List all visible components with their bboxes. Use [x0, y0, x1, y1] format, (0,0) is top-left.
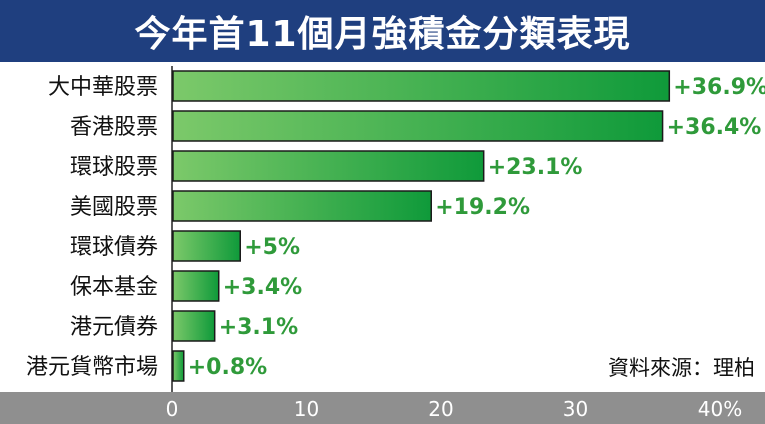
value-label: +0.8% [188, 355, 267, 380]
value-label: +36.9% [673, 75, 765, 100]
x-tick-label: 30 [563, 397, 588, 421]
category-label: 大中華股票 [48, 75, 158, 100]
x-tick-label: 40% [698, 397, 742, 421]
bar [172, 230, 241, 262]
category-label: 環球債券 [70, 235, 158, 260]
bar [172, 150, 485, 182]
bar [172, 190, 432, 222]
category-label: 環球股票 [70, 155, 158, 180]
bar [172, 110, 664, 142]
category-label: 港元貨幣市場 [26, 355, 158, 380]
bar [172, 310, 216, 342]
category-label: 港元債券 [70, 315, 158, 340]
value-label: +3.4% [223, 275, 302, 300]
x-tick-label: 0 [166, 397, 179, 421]
bar [172, 350, 185, 382]
category-label: 美國股票 [70, 195, 158, 220]
x-axis-band [0, 392, 765, 424]
title-bar: 今年首11個月強積金分類表現 [0, 0, 765, 62]
value-label: +3.1% [219, 315, 298, 340]
bars-group: 大中華股票 +36.9% 香港股票 +36.4% 環球股票 +23.1% 美國股票 +19.2… [26, 70, 765, 382]
value-label: +5% [244, 235, 300, 260]
chart-title: 今年首11個月強積金分類表現 [134, 14, 631, 55]
bar [172, 270, 220, 302]
value-label: +36.4% [667, 115, 762, 140]
bar [172, 70, 671, 102]
bar-chart: 大中華股票 +36.9% 香港股票 +36.4% 環球股票 +23.1% 美國股票 +19.2… [0, 66, 765, 424]
x-ticks-group: 0 10 20 30 40% [166, 397, 743, 421]
category-label: 香港股票 [70, 115, 158, 140]
value-label: +23.1% [488, 155, 583, 180]
category-label: 保本基金 [70, 275, 158, 300]
value-label: +19.2% [435, 195, 530, 220]
source-note: 資料來源：理柏 [606, 352, 757, 382]
x-tick-label: 20 [428, 397, 453, 421]
x-tick-label: 10 [294, 397, 319, 421]
